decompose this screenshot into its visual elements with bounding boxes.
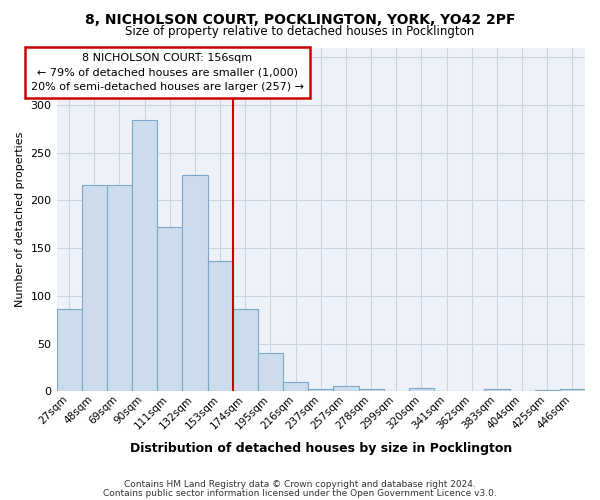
Text: 8, NICHOLSON COURT, POCKLINGTON, YORK, YO42 2PF: 8, NICHOLSON COURT, POCKLINGTON, YORK, Y…: [85, 12, 515, 26]
Bar: [182, 176, 208, 392]
Bar: [107, 185, 132, 392]
Bar: [484, 390, 509, 392]
Bar: [308, 390, 334, 392]
Bar: [82, 185, 107, 392]
Bar: [56, 309, 82, 392]
Bar: [334, 386, 359, 392]
Bar: [157, 227, 182, 392]
Bar: [359, 390, 383, 392]
Bar: [409, 388, 434, 392]
Bar: [283, 382, 308, 392]
Bar: [535, 390, 560, 392]
Y-axis label: Number of detached properties: Number of detached properties: [15, 132, 25, 307]
Bar: [233, 309, 258, 392]
Text: Contains HM Land Registry data © Crown copyright and database right 2024.: Contains HM Land Registry data © Crown c…: [124, 480, 476, 489]
Bar: [258, 353, 283, 392]
Text: 8 NICHOLSON COURT: 156sqm
← 79% of detached houses are smaller (1,000)
20% of se: 8 NICHOLSON COURT: 156sqm ← 79% of detac…: [31, 52, 304, 92]
Text: Size of property relative to detached houses in Pocklington: Size of property relative to detached ho…: [125, 25, 475, 38]
Bar: [132, 120, 157, 392]
X-axis label: Distribution of detached houses by size in Pocklington: Distribution of detached houses by size …: [130, 442, 512, 455]
Bar: [560, 390, 585, 392]
Bar: [208, 262, 233, 392]
Text: Contains public sector information licensed under the Open Government Licence v3: Contains public sector information licen…: [103, 488, 497, 498]
